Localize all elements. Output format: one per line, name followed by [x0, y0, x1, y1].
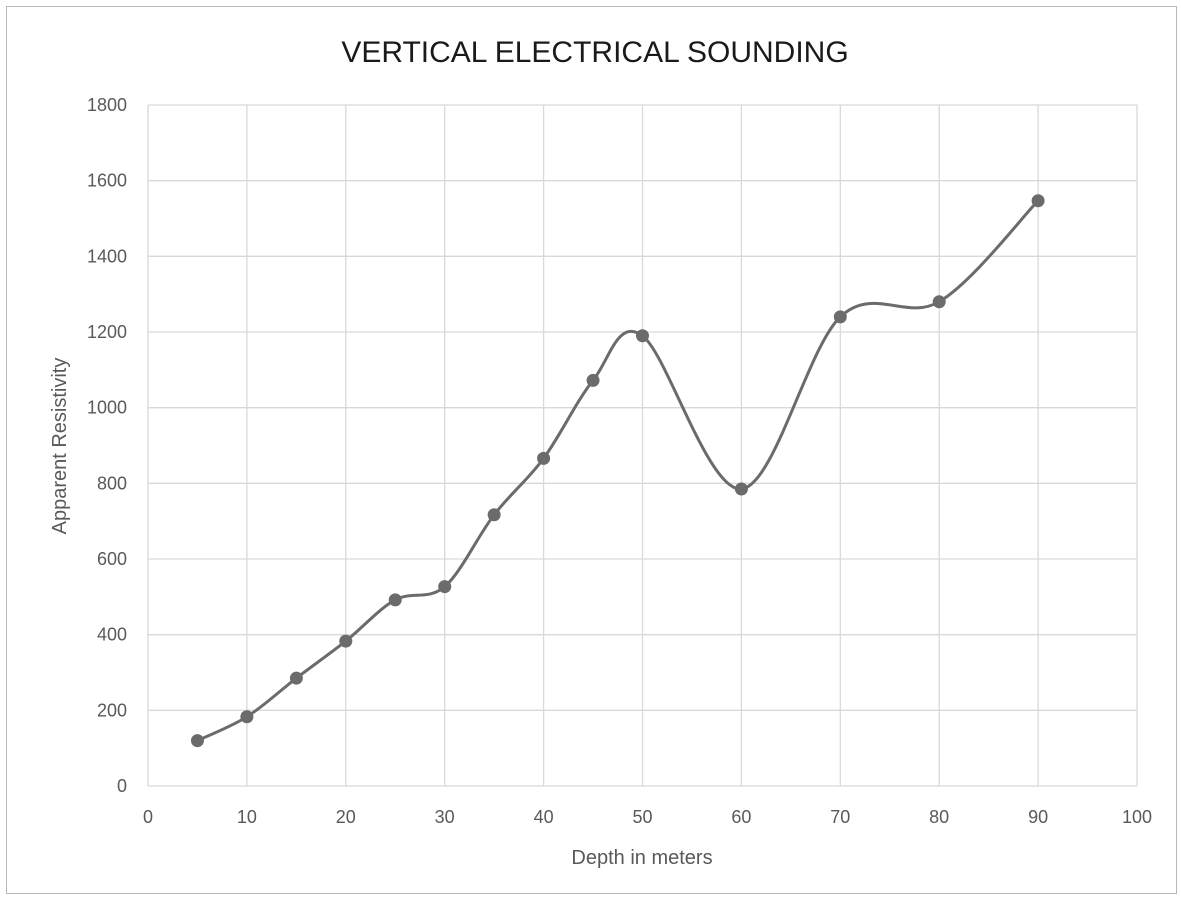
x-tick-label: 0	[143, 807, 153, 827]
y-axis-label: Apparent Resistivity	[49, 358, 71, 535]
x-tick-label: 10	[237, 807, 257, 827]
y-tick-label: 1600	[87, 171, 127, 191]
x-tick-label: 50	[632, 807, 652, 827]
data-point	[240, 710, 254, 724]
y-tick-label: 1200	[87, 322, 127, 342]
x-tick-labels: 0 10 20 30 40 50 60 70 80 90 100	[143, 807, 1152, 827]
data-point	[388, 593, 402, 607]
data-point	[339, 634, 353, 648]
x-tick-label: 100	[1122, 807, 1152, 827]
x-tick-label: 20	[336, 807, 356, 827]
data-point	[932, 295, 946, 309]
y-tick-label: 800	[97, 473, 127, 493]
x-tick-label: 60	[731, 807, 751, 827]
data-point	[487, 508, 501, 522]
x-tick-label: 30	[435, 807, 455, 827]
data-point	[636, 329, 649, 343]
series-markers	[190, 194, 1045, 748]
chart-title: VERTICAL ELECTRICAL SOUNDING	[341, 36, 848, 69]
y-tick-label: 0	[117, 776, 127, 796]
x-tick-label: 80	[929, 807, 949, 827]
data-point	[833, 310, 847, 324]
y-tick-label: 1000	[87, 398, 127, 418]
series-line	[196, 199, 1040, 742]
x-tick-label: 40	[534, 807, 554, 827]
x-tick-label: 90	[1028, 807, 1048, 827]
y-tick-labels: 0 200 400 600 800 1000 1200 1400 1600 1800	[87, 95, 127, 796]
y-tick-label: 200	[97, 700, 127, 720]
y-tick-label: 1800	[87, 95, 127, 115]
data-point	[190, 734, 204, 748]
data-point	[734, 482, 748, 496]
data-point	[438, 580, 452, 594]
y-tick-label: 600	[97, 549, 127, 569]
y-tick-label: 1400	[87, 246, 127, 266]
y-tick-label: 400	[97, 625, 127, 645]
data-point	[1031, 194, 1045, 208]
data-point	[289, 671, 303, 685]
chart-frame	[6, 6, 1177, 894]
data-point	[586, 373, 600, 387]
x-tick-label: 70	[830, 807, 850, 827]
x-axis-label: Depth in meters	[571, 847, 712, 869]
data-point	[537, 451, 551, 465]
